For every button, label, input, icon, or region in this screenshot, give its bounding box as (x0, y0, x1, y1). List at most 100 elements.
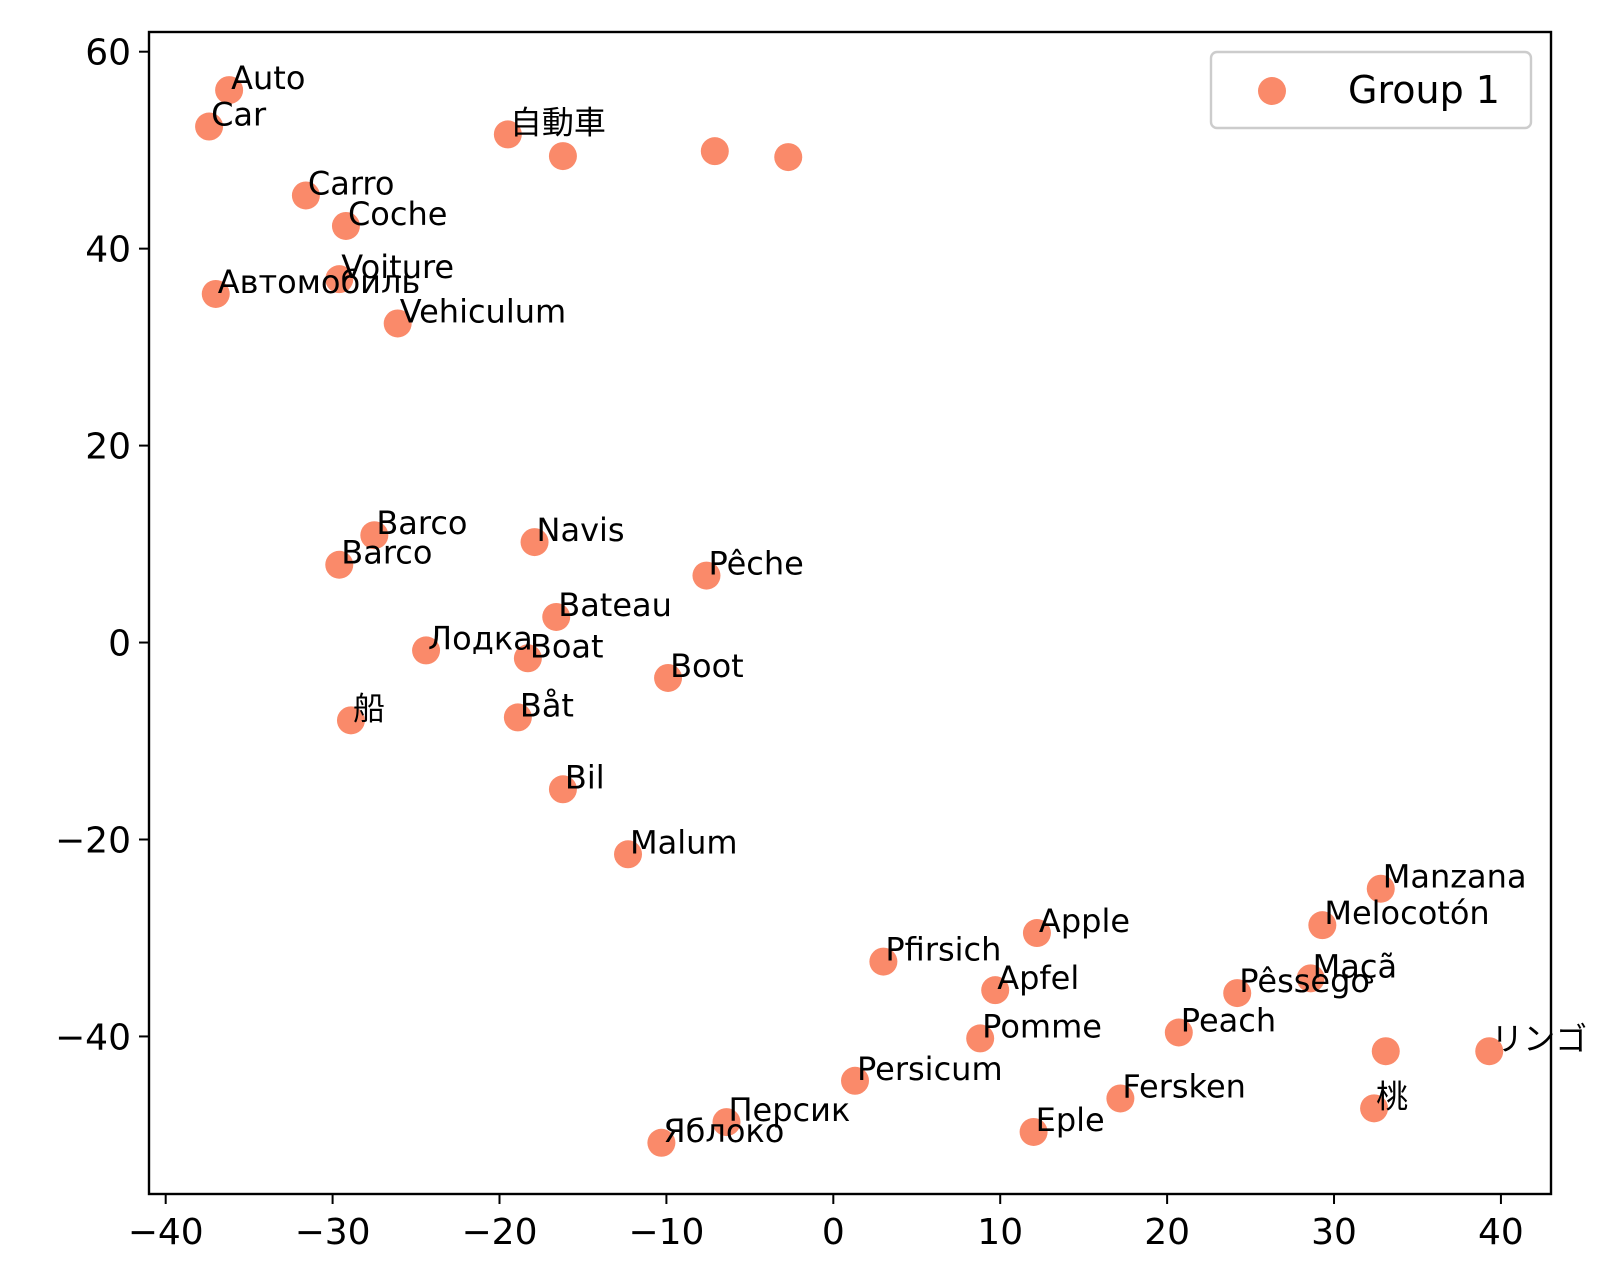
data-point (1164, 1018, 1193, 1047)
data-point (869, 947, 898, 976)
legend-label: Group 1 (1348, 68, 1500, 112)
data-point (1308, 911, 1337, 940)
point-label: Manzana (1383, 858, 1527, 896)
y-axis: −40 −20 0 20 40 60 (55, 33, 149, 1058)
data-point (201, 279, 230, 308)
point-label: Malum (630, 823, 738, 861)
point-label: Auto (231, 59, 305, 97)
y-tick-label: 20 (85, 427, 131, 468)
data-point (383, 309, 412, 338)
y-tick-label: −20 (55, 820, 131, 861)
point-label: Автомобиль (218, 263, 421, 301)
data-point (325, 265, 354, 294)
data-point (520, 528, 549, 557)
point-label: Coche (348, 195, 447, 233)
point-label: 桃 (1376, 1077, 1408, 1115)
data-point (647, 1128, 676, 1157)
legend: Group 1 (1209, 50, 1533, 130)
point-label: Vehiculum (400, 292, 566, 330)
point-label: Pêche (708, 545, 803, 583)
point-label: Carro (308, 164, 395, 202)
data-point (654, 663, 683, 692)
data-point (1366, 874, 1395, 903)
point-label: Pêssego (1239, 962, 1370, 1000)
data-point (412, 636, 441, 665)
point-label: Pfirsich (885, 931, 1001, 969)
data-point (774, 143, 803, 172)
data-point (981, 976, 1010, 1005)
x-tick-label: 30 (1311, 1212, 1357, 1253)
point-label: Pomme (982, 1007, 1102, 1045)
data-point (503, 703, 532, 732)
x-tick-label: 20 (1144, 1212, 1190, 1253)
data-point (325, 550, 354, 579)
data-point (1371, 1037, 1400, 1066)
point-label: Barco (341, 534, 432, 572)
x-tick-label: 0 (822, 1212, 845, 1253)
data-point (1296, 964, 1325, 993)
point-label: Navis (537, 511, 625, 549)
point-label: Maçã (1313, 947, 1397, 985)
point-label: Peach (1181, 1002, 1276, 1040)
point-label: Car (211, 96, 267, 134)
data-point (1106, 1084, 1135, 1113)
data-point (360, 521, 389, 550)
point-label: Boat (530, 627, 604, 665)
x-tick-label: −30 (295, 1212, 371, 1253)
point-label: Båt (520, 686, 574, 724)
x-tick-label: −10 (628, 1212, 704, 1253)
point-label: Fersken (1122, 1067, 1246, 1105)
data-point (692, 561, 721, 590)
point-label: 船 (353, 689, 385, 727)
y-tick-label: 0 (108, 624, 131, 665)
data-point (1475, 1037, 1504, 1066)
point-label: Bateau (558, 586, 672, 624)
point-label: Eple (1036, 1101, 1105, 1139)
data-point (542, 602, 571, 631)
point-label: Лодка (428, 619, 533, 657)
data-point (513, 644, 542, 673)
data-point (215, 76, 244, 105)
point-label: Персик (728, 1091, 850, 1129)
data-point (966, 1024, 995, 1053)
points-layer (195, 76, 1504, 1157)
data-point (712, 1108, 741, 1137)
point-label: リンゴ (1491, 1020, 1587, 1058)
data-point (331, 211, 360, 240)
x-axis: −40 −30 −20 −10 0 10 20 30 40 (128, 1194, 1524, 1253)
data-point (841, 1066, 870, 1095)
plot-frame (147, 30, 1553, 1196)
legend-marker (1258, 77, 1286, 105)
data-point (1022, 919, 1051, 948)
data-point (195, 112, 224, 141)
data-point (336, 706, 365, 735)
x-tick-label: 10 (977, 1212, 1023, 1253)
point-label: 自動車 (510, 103, 606, 141)
point-label: Яблоко (663, 1112, 784, 1150)
legend-box (1209, 50, 1533, 130)
point-label: Persicum (857, 1050, 1003, 1088)
y-tick-label: 60 (85, 33, 131, 74)
data-point (548, 775, 577, 804)
x-tick-label: −40 (128, 1212, 204, 1253)
y-tick-label: 40 (85, 230, 131, 271)
point-label: Voiture (341, 248, 454, 286)
data-point (548, 142, 577, 171)
point-label: Barco (376, 504, 467, 542)
data-point (1019, 1117, 1048, 1146)
data-point (493, 120, 522, 149)
point-label: Apfel (997, 959, 1079, 997)
x-tick-label: −20 (462, 1212, 538, 1253)
data-point (291, 181, 320, 210)
point-label: Apple (1039, 902, 1130, 940)
data-point (700, 137, 729, 166)
x-tick-label: 40 (1478, 1212, 1524, 1253)
point-label: Melocotón (1324, 894, 1489, 932)
data-point (1360, 1094, 1389, 1123)
data-point (614, 840, 643, 869)
point-label: Boot (670, 647, 744, 685)
point-label: Bil (565, 758, 605, 796)
